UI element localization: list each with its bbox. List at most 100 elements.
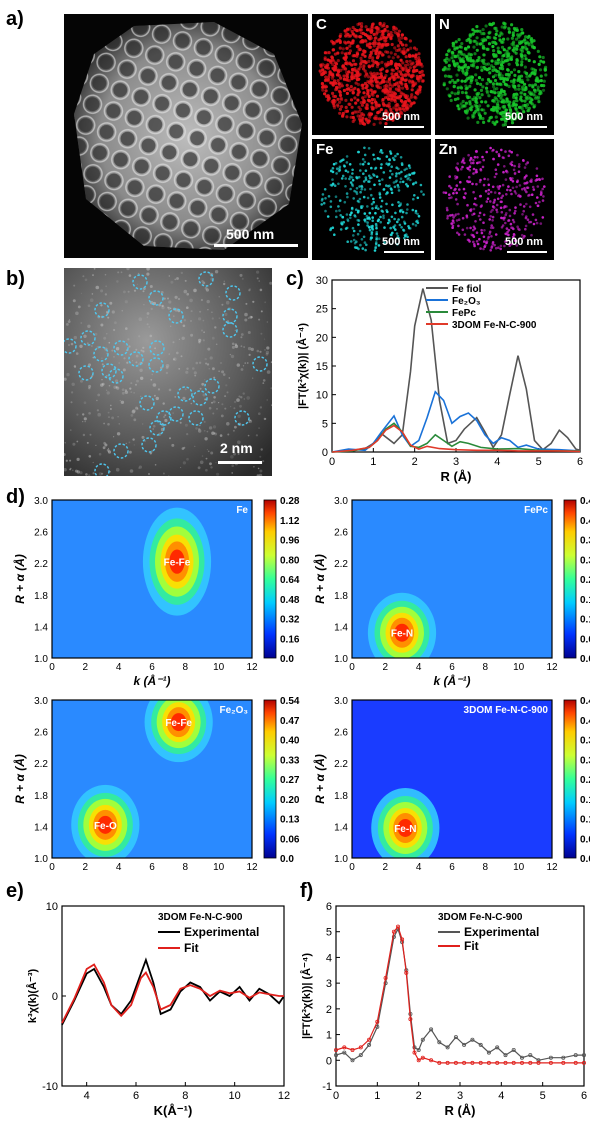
eds-dot (498, 51, 503, 55)
eds-dot (453, 214, 457, 217)
eds-dot (358, 35, 362, 39)
eds-dot (400, 36, 404, 40)
eds-dot (445, 53, 449, 57)
eds-dot (384, 39, 388, 43)
eds-dot (492, 157, 495, 161)
eds-dot (394, 64, 398, 68)
eds-dot (453, 97, 457, 102)
eds-dot (510, 150, 513, 154)
y-tick-label: 4 (326, 952, 332, 964)
eds-dot (398, 47, 402, 51)
peak-label: Fe-Fe (164, 558, 191, 569)
eds-dot (462, 195, 466, 199)
atom-speckle (158, 303, 162, 307)
eds-dot (372, 71, 376, 75)
eds-dot (337, 89, 342, 93)
eds-dot (399, 81, 403, 85)
eds-dot (519, 91, 523, 95)
y-tick-label: 1.8 (34, 791, 48, 802)
eds-dot (389, 51, 393, 55)
eds-dot (541, 88, 546, 92)
atom-speckle (231, 464, 234, 467)
atom-speckle (64, 377, 67, 381)
eds-dot (453, 54, 457, 58)
eds-dot (485, 150, 488, 154)
atom-speckle (206, 449, 208, 451)
atom-speckle (231, 342, 235, 346)
atom-speckle (244, 318, 248, 322)
eds-dot (474, 197, 477, 200)
atom-speckle (128, 441, 131, 444)
eds-dot (494, 42, 498, 46)
eds-dot (400, 112, 404, 116)
eds-dot (408, 80, 412, 84)
y-tick-label: 1.4 (334, 822, 348, 833)
atom-speckle (143, 287, 146, 290)
eds-dot (507, 84, 511, 89)
eds-dot (385, 155, 389, 158)
eds-dot (503, 165, 506, 168)
eds-dot (405, 174, 409, 177)
eds-dot (344, 41, 348, 45)
eds-dot (472, 172, 475, 175)
atom-speckle (154, 464, 157, 466)
series-point (503, 1060, 508, 1065)
eds-dot (536, 88, 540, 92)
eds-dot (327, 75, 331, 79)
eds-dot (352, 229, 356, 233)
eds-dot (512, 43, 516, 47)
eds-dot (368, 174, 371, 178)
atom-speckle (270, 361, 272, 364)
single-atom-circle (204, 378, 220, 394)
atom-speckle (150, 307, 153, 311)
single-atom-circle (94, 302, 110, 318)
atom-speckle (247, 346, 252, 351)
eds-dot (506, 72, 510, 76)
eds-dot (468, 38, 472, 42)
eds-dot (349, 175, 352, 178)
scale-bar-label: 500 nm (382, 236, 420, 248)
eds-dot (407, 68, 411, 73)
eds-dot (371, 79, 375, 83)
eds-dot (342, 77, 346, 81)
legend-label: Fe₂O₃ (452, 296, 481, 307)
eds-dot (472, 167, 476, 171)
series-point (367, 1037, 372, 1042)
eds-dot (375, 175, 379, 178)
series-point (445, 1045, 450, 1050)
eds-dot (494, 233, 498, 236)
eds-dot (418, 90, 422, 94)
eds-dot (351, 25, 355, 30)
eds-dot (357, 175, 361, 179)
peak-label: Fe-Fe (165, 718, 192, 729)
single-atom-circle (64, 338, 77, 354)
eds-dot (367, 99, 371, 103)
atom-speckle (198, 341, 201, 344)
atom-speckle (214, 326, 217, 329)
eds-map-element-label: Fe (316, 141, 334, 158)
eds-dot (505, 212, 508, 215)
eds-dot (494, 97, 499, 101)
eds-dot (360, 22, 364, 26)
eds-dot (514, 37, 519, 41)
eds-dot (535, 178, 539, 181)
eds-dot (417, 56, 421, 60)
atom-speckle (115, 467, 120, 472)
atom-speckle (250, 316, 253, 319)
eds-dot (456, 202, 459, 206)
eds-dot (512, 168, 516, 172)
eds-dot (372, 98, 377, 102)
eds-dot (354, 81, 358, 85)
eds-dot (472, 64, 476, 68)
eds-dot (508, 149, 511, 153)
colorbar-label: 0.18 (580, 795, 590, 806)
eds-dot (474, 73, 478, 77)
eds-dot (385, 69, 389, 73)
eds-dot (489, 226, 493, 230)
eds-dot (520, 63, 524, 67)
eds-dot (497, 75, 502, 79)
eds-dot (361, 86, 365, 90)
eds-map-dots (442, 146, 546, 252)
eds-dot (542, 60, 546, 64)
colorbar-label: 0.48 (580, 696, 590, 707)
